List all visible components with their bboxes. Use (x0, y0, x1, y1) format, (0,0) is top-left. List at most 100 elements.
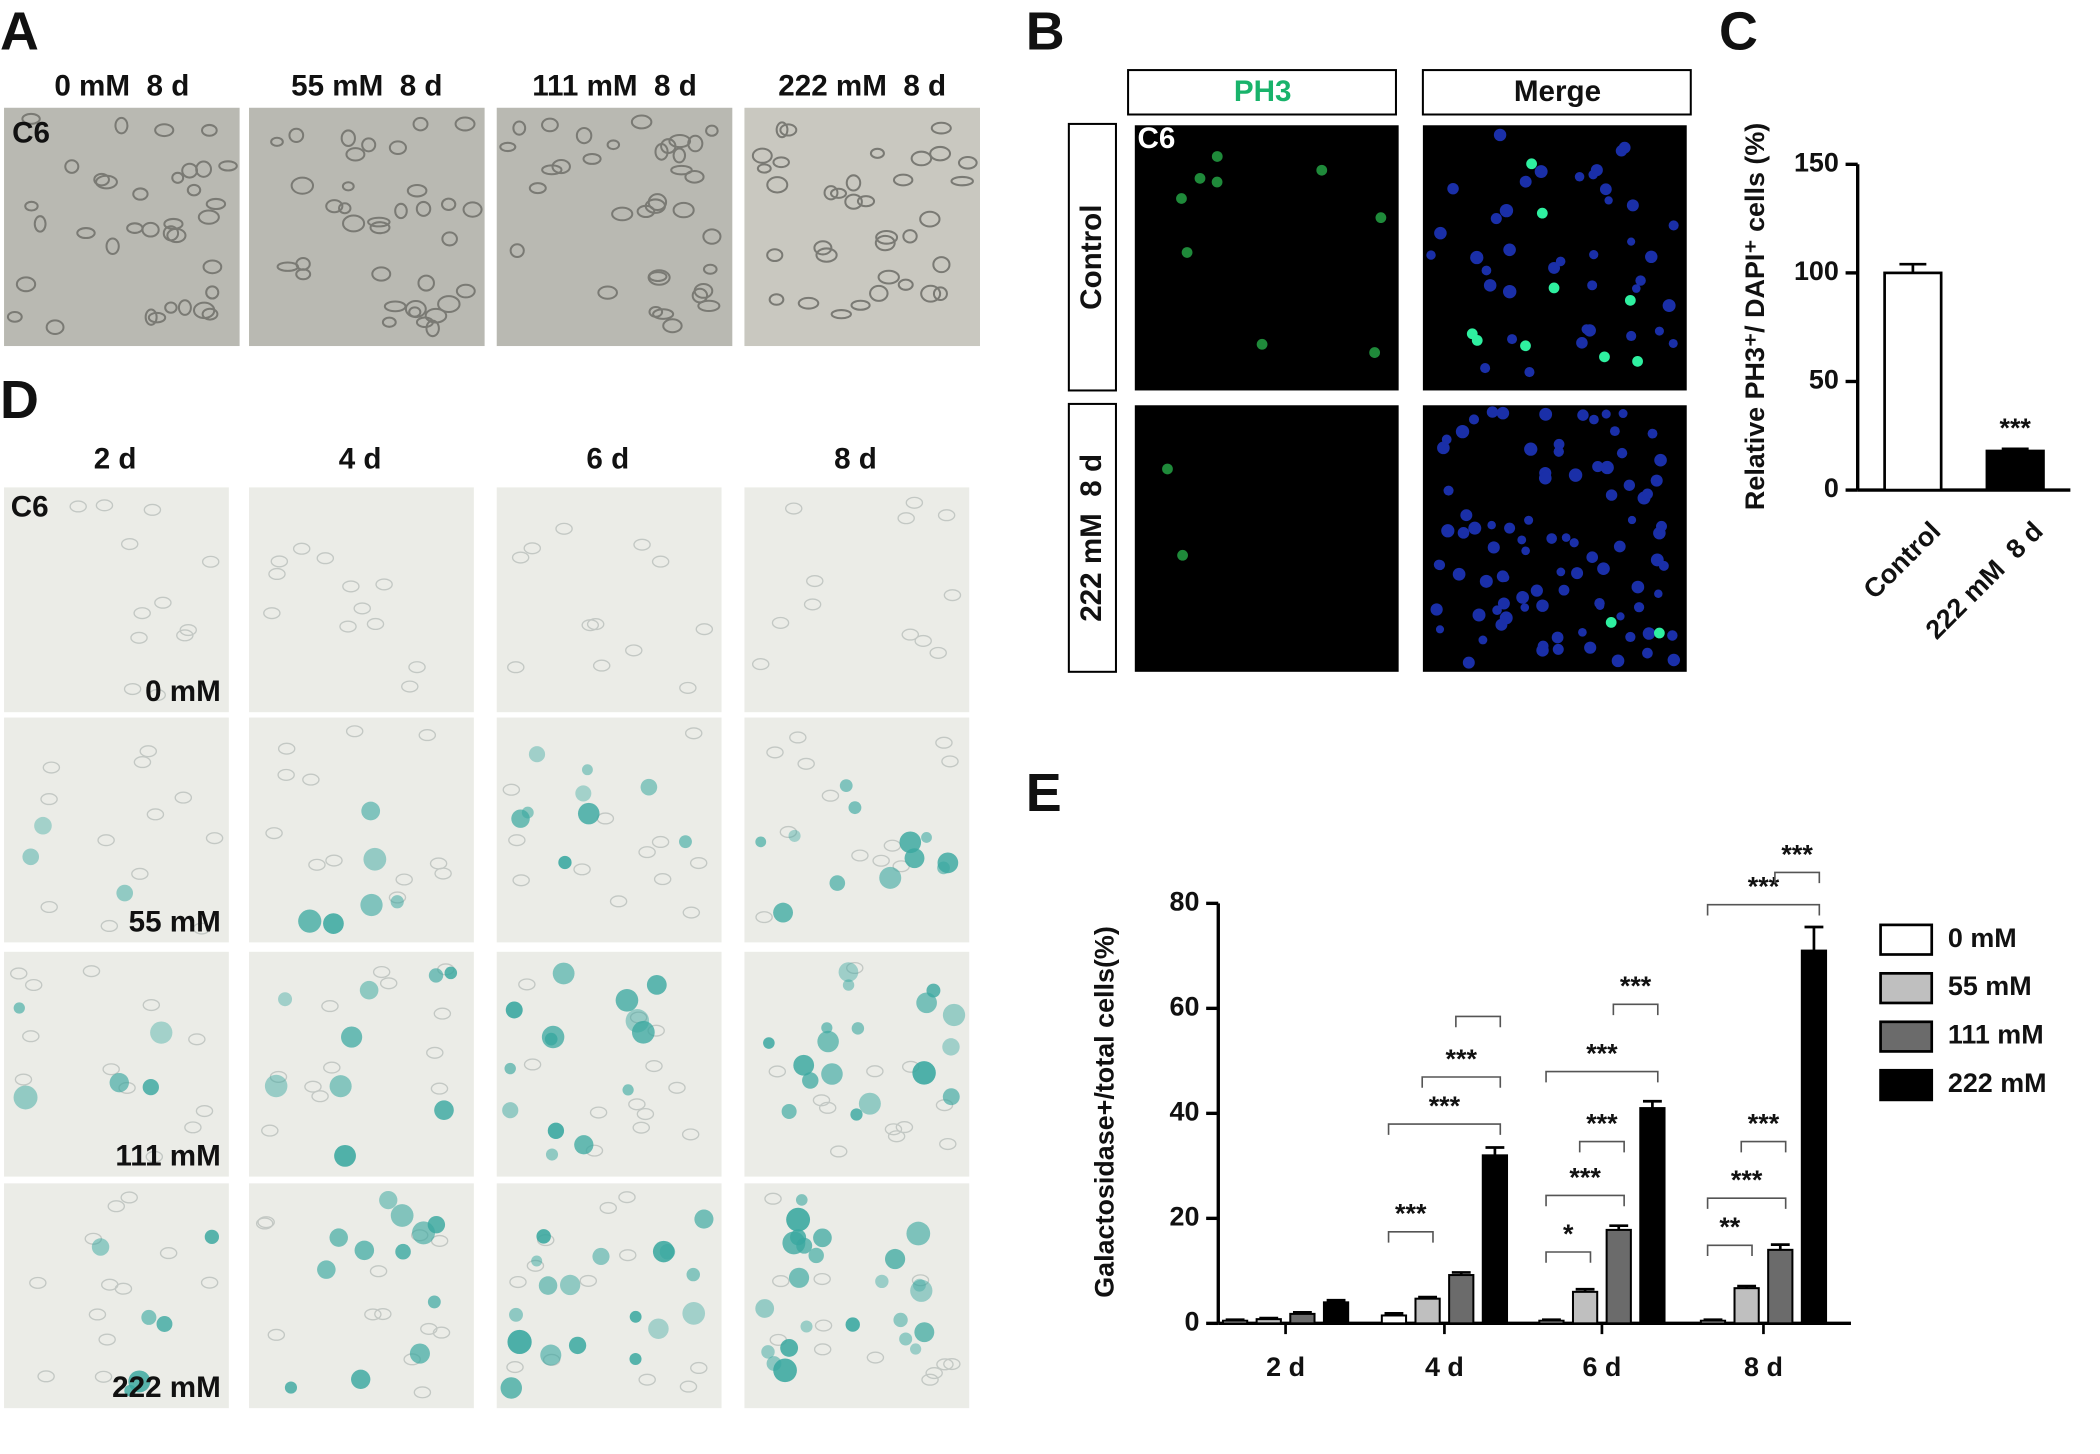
cell (875, 230, 899, 245)
stained-cell (838, 962, 859, 982)
cell (40, 793, 58, 806)
x-tick-label: 4 d (1425, 1352, 1464, 1382)
cell (340, 129, 356, 147)
cell (132, 187, 149, 201)
significance: * (1563, 1219, 1574, 1249)
bar (1414, 1297, 1441, 1325)
cell (323, 1061, 341, 1074)
cell (932, 286, 948, 302)
cell (592, 659, 611, 672)
nucleus (1441, 434, 1452, 445)
nucleus (1536, 599, 1549, 612)
cell (597, 285, 618, 300)
stained-cell (912, 1278, 926, 1292)
cell (120, 537, 139, 551)
ph3-cell (1316, 164, 1328, 176)
cell (638, 846, 656, 859)
significance: *** (1446, 1044, 1478, 1074)
cell (154, 123, 175, 138)
cell (388, 140, 407, 155)
stained-cell (910, 1279, 933, 1302)
stained-cell (921, 832, 932, 843)
micrograph (249, 107, 485, 347)
cell (176, 629, 194, 642)
nucleus (1426, 250, 1436, 260)
stained-cell (434, 1100, 454, 1120)
cell (133, 607, 151, 620)
cell (507, 661, 525, 674)
ph3-cell (1176, 193, 1187, 204)
nucleus (1662, 299, 1676, 313)
stained-cell (850, 1108, 863, 1121)
bar (1985, 449, 2045, 492)
stained-cell (640, 778, 658, 796)
stained-cell (509, 1307, 523, 1322)
stained-cell (329, 1228, 348, 1247)
cell (107, 1200, 126, 1213)
cell (339, 620, 357, 633)
nucleus (1589, 414, 1599, 425)
cell (555, 522, 573, 535)
nucleus (1595, 601, 1605, 611)
nucleus (1578, 627, 1587, 637)
nucleus (1524, 515, 1534, 525)
cell (408, 661, 426, 674)
cell (502, 783, 521, 796)
stained-cell (652, 1240, 675, 1263)
cell (779, 123, 798, 137)
stained-cell (507, 1329, 532, 1355)
nucleus (1507, 334, 1518, 345)
nucleus (1653, 526, 1666, 540)
nucleus (1443, 485, 1454, 496)
significance: *** (1748, 1109, 1780, 1139)
significance-bracket (1545, 1070, 1659, 1083)
stained-cell (142, 1078, 159, 1096)
cell (936, 1358, 954, 1371)
cell (311, 1090, 329, 1103)
stained-cell (755, 836, 767, 848)
cell (342, 214, 366, 233)
cell (295, 257, 311, 271)
panel-label: B (1026, 1, 1065, 61)
significance: ** (1719, 1212, 1740, 1242)
cell (869, 284, 889, 302)
cell (105, 237, 120, 256)
cell (420, 1322, 438, 1335)
cell (654, 142, 669, 161)
cell (429, 857, 448, 870)
nucleus (1601, 409, 1611, 419)
cell (772, 156, 790, 169)
bar (1883, 271, 1943, 492)
nucleus (1574, 171, 1585, 182)
cell (905, 496, 924, 509)
cell (159, 1247, 178, 1260)
nucleus (1452, 567, 1466, 581)
header-box (1127, 69, 1397, 116)
cell (930, 121, 952, 135)
nucleus (1434, 559, 1446, 571)
ph3-cell (1375, 212, 1387, 224)
cell (914, 634, 932, 647)
stained-cell (329, 1075, 352, 1098)
nucleus (1487, 541, 1500, 554)
cell (651, 555, 670, 568)
ph3-cell (1162, 463, 1173, 475)
cell (188, 1033, 206, 1046)
cell (267, 1328, 286, 1341)
cell (76, 227, 96, 240)
cell (647, 193, 668, 212)
nucleus (1490, 213, 1502, 225)
nucleus (1468, 414, 1480, 425)
cell (15, 276, 37, 293)
cell (929, 646, 947, 659)
cell (618, 1191, 636, 1204)
y-tick-label: 40 (1169, 1096, 1199, 1126)
stained-cell (858, 1092, 881, 1115)
cell (316, 552, 335, 565)
stained-cell (821, 1063, 843, 1085)
cell (33, 215, 47, 233)
significance-bracket (1545, 1194, 1625, 1207)
stained-cell (904, 848, 925, 869)
cell (921, 1373, 939, 1386)
nucleus (1556, 567, 1566, 577)
